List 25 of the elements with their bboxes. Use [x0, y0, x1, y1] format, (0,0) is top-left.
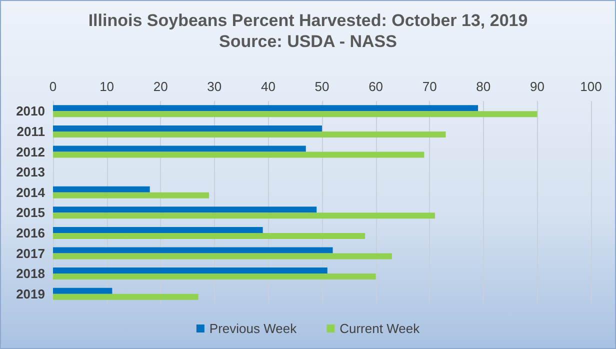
x-tick-label: 30: [207, 79, 222, 94]
x-tick-label: 90: [530, 79, 544, 94]
legend-label: Current Week: [340, 321, 420, 336]
x-tick-label: 60: [368, 79, 384, 94]
y-tick-label: 2017: [16, 246, 45, 261]
x-tick-label: 10: [100, 79, 114, 94]
y-tick-label: 2019: [16, 286, 45, 302]
x-tick-label: 50: [314, 79, 330, 94]
chart-title: Illinois Soybeans Percent Harvested: October 13, 2019: [88, 11, 528, 30]
x-tick-label: 70: [422, 79, 437, 94]
legend-label: Previous Week: [209, 321, 298, 336]
y-tick-label: 2010: [16, 104, 45, 119]
x-tick-label: 20: [153, 79, 168, 94]
x-tick-label: 40: [260, 79, 276, 94]
x-tick-label: 80: [476, 79, 491, 94]
chart-subtitle: Source: USDA - NASS: [219, 32, 397, 51]
y-tick-label: 2014: [16, 184, 46, 200]
x-tick-label: 100: [580, 79, 602, 94]
x-tick-label: 0: [49, 79, 57, 94]
y-tick-label: 2011: [16, 124, 45, 139]
y-tick-label: 2016: [16, 225, 45, 240]
y-tick-label: 2018: [16, 266, 45, 282]
y-tick-label: 2013: [16, 164, 45, 180]
y-tick-label: 2012: [16, 144, 45, 160]
y-tick-label: 2015: [16, 205, 45, 220]
